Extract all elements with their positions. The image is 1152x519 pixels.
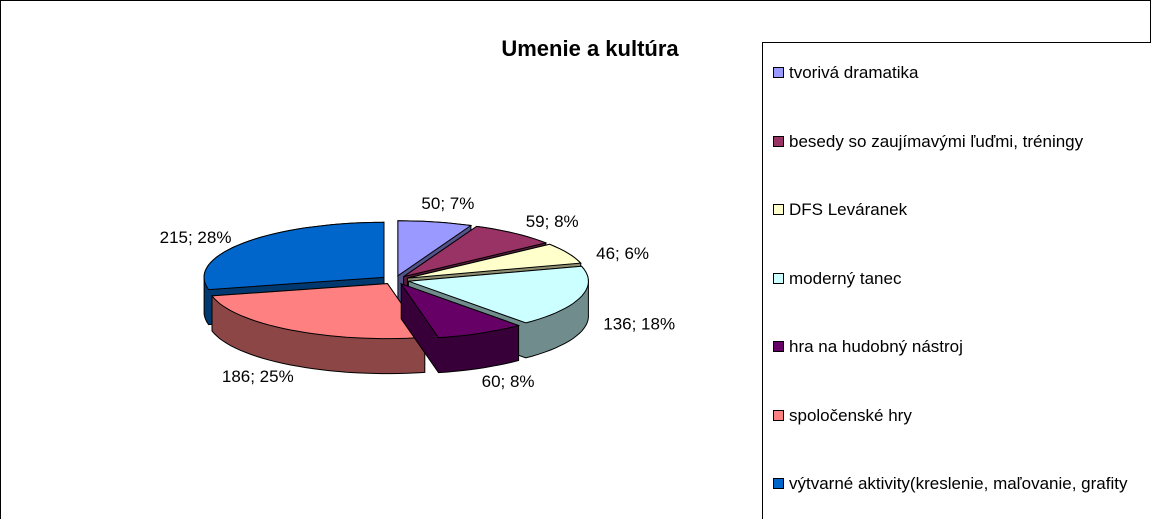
slice: [210, 283, 426, 340]
legend-label: hra na hudobný nástroj: [789, 337, 963, 356]
legend-item: DFS Leváranek: [773, 198, 1152, 221]
legend-label: výtvarné aktivity(kreslenie, maľovanie, …: [789, 474, 1128, 493]
data-label: 46; 6%: [596, 244, 649, 263]
legend-swatch: [773, 272, 784, 284]
legend-label: moderný tanec: [789, 268, 902, 288]
legend-item: hra na hudobný nástroj: [773, 335, 1152, 358]
data-label: 59; 8%: [526, 212, 579, 231]
slice: [397, 220, 473, 277]
legend-label: besedy so zaujímavými ľuďmi, tréningy: [789, 131, 1084, 151]
data-label: 215; 28%: [160, 228, 232, 247]
legend-item: spoločenské hry: [773, 404, 1152, 427]
slice: [203, 221, 385, 291]
legend-swatch: [773, 204, 784, 215]
legend-item: tvorivá dramatika: [773, 61, 1152, 84]
legend-item: výtvarné aktivity(kreslenie, maľovanie, …: [773, 472, 1152, 495]
slice: [403, 225, 548, 278]
legend: tvorivá dramatika besedy so zaujímavými ľ…: [762, 42, 1151, 519]
chart-title: Umenie a kultúra: [501, 36, 679, 61]
data-label: 136; 18%: [603, 314, 675, 333]
legend-label: tvorivá dramatika: [789, 63, 919, 82]
legend-swatch: [773, 67, 784, 78]
data-label: 186; 25%: [222, 367, 294, 386]
legend-swatch: [773, 409, 784, 421]
legend-item: besedy so zaujímavými ľuďmi, tréningy: [773, 130, 1152, 153]
data-label: 50; 7%: [421, 194, 474, 213]
legend-label: spoločenské hry: [789, 405, 912, 425]
data-label: 60; 8%: [482, 372, 535, 391]
legend-swatch: [773, 135, 784, 147]
legend-swatch: [773, 341, 784, 352]
legend-label: DFS Leváranek: [789, 200, 908, 219]
legend-item: moderný tanec: [773, 267, 1152, 290]
legend-swatch: [773, 478, 784, 489]
slice: [408, 265, 589, 324]
slice: [399, 282, 521, 339]
slice: [407, 243, 582, 279]
